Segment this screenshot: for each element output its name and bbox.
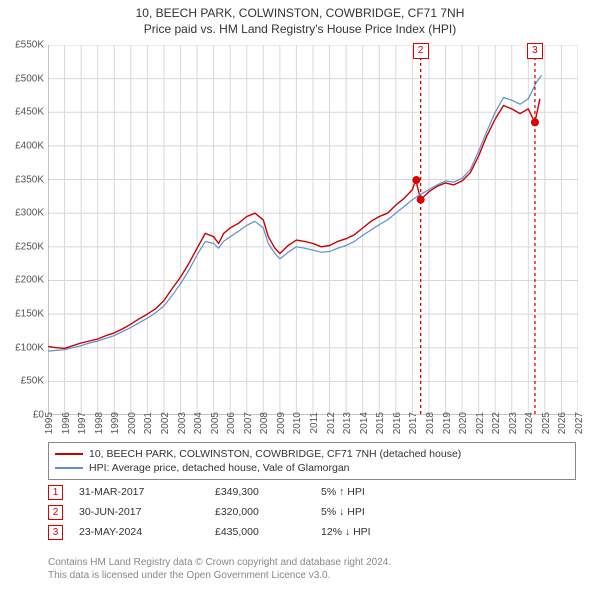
footer-line-1: Contains HM Land Registry data © Crown c… [48,556,391,569]
title-block: 10, BEECH PARK, COLWINSTON, COWBRIDGE, C… [0,0,600,36]
x-axis-tick-label: 1999 [110,412,121,434]
x-axis-tick-label: 2001 [143,412,154,434]
event-row: 3 23-MAY-2024 £435,000 12% ↓ HPI [48,522,576,542]
chart-area: £0£50K£100K£150K£200K£250K£300K£350K£400… [48,45,578,415]
x-axis-tick-label: 2016 [392,412,403,434]
chart-container: 10, BEECH PARK, COLWINSTON, COWBRIDGE, C… [0,0,600,590]
event-number-box: 2 [48,505,63,520]
x-axis-tick-label: 2025 [541,412,552,434]
x-axis-tick-label: 2005 [210,412,221,434]
x-axis-tick-label: 2015 [375,412,386,434]
x-axis-tick-label: 2024 [524,412,535,434]
x-axis-tick-label: 2023 [508,412,519,434]
event-price: £349,300 [215,486,305,498]
x-axis-tick-label: 2003 [177,412,188,434]
event-number-box: 1 [48,485,63,500]
x-axis-tick-label: 2020 [458,412,469,434]
x-axis-tick-label: 2008 [259,412,270,434]
event-date: 30-JUN-2017 [79,506,199,518]
event-date: 23-MAY-2024 [79,526,199,538]
x-axis-tick-label: 2009 [276,412,287,434]
x-axis-tick-label: 2002 [160,412,171,434]
x-axis-tick-label: 2022 [491,412,502,434]
x-axis-tick-label: 2007 [243,412,254,434]
event-row: 2 30-JUN-2017 £320,000 5% ↓ HPI [48,502,576,522]
x-axis-tick-label: 2000 [127,412,138,434]
x-axis-tick-label: 1998 [94,412,105,434]
y-axis-tick-label: £300K [2,208,44,219]
y-axis-tick-label: £550K [2,40,44,51]
event-percent: 5% ↑ HPI [321,486,431,498]
y-axis-tick-label: £350K [2,174,44,185]
title-line-1: 10, BEECH PARK, COLWINSTON, COWBRIDGE, C… [0,6,600,20]
x-axis-tick-label: 1996 [61,412,72,434]
event-price: £435,000 [215,526,305,538]
x-axis-tick-label: 2006 [226,412,237,434]
event-percent: 5% ↓ HPI [321,506,431,518]
event-price: £320,000 [215,506,305,518]
legend: 10, BEECH PARK, COLWINSTON, COWBRIDGE, C… [48,442,576,480]
y-axis-tick-label: £100K [2,342,44,353]
x-axis-tick-label: 2017 [408,412,419,434]
legend-swatch [55,453,83,455]
x-axis-tick-label: 2013 [342,412,353,434]
x-axis-tick-label: 2004 [193,412,204,434]
y-axis-tick-label: £500K [2,73,44,84]
legend-row: HPI: Average price, detached house, Vale… [55,461,569,475]
footer-line-2: This data is licensed under the Open Gov… [48,569,391,582]
y-axis-tick-label: £0 [2,410,44,421]
x-axis-tick-label: 2018 [425,412,436,434]
legend-label: HPI: Average price, detached house, Vale… [89,461,350,475]
chart-svg [48,45,578,415]
title-line-2: Price paid vs. HM Land Registry's House … [0,22,600,36]
x-axis-tick-label: 2026 [557,412,568,434]
legend-row: 10, BEECH PARK, COLWINSTON, COWBRIDGE, C… [55,447,569,461]
event-date: 31-MAR-2017 [79,486,199,498]
footer: Contains HM Land Registry data © Crown c… [48,556,391,582]
y-axis-tick-label: £450K [2,107,44,118]
y-axis-tick-label: £250K [2,241,44,252]
y-axis-tick-label: £50K [2,376,44,387]
legend-label: 10, BEECH PARK, COLWINSTON, COWBRIDGE, C… [89,447,461,461]
y-axis-tick-label: £150K [2,309,44,320]
x-axis-tick-label: 2012 [326,412,337,434]
event-percent: 12% ↓ HPI [321,526,431,538]
legend-swatch [55,467,83,469]
x-axis-tick-label: 2014 [359,412,370,434]
x-axis-tick-label: 1995 [44,412,55,434]
event-row: 1 31-MAR-2017 £349,300 5% ↑ HPI [48,482,576,502]
x-axis-tick-label: 2010 [292,412,303,434]
y-axis-tick-label: £200K [2,275,44,286]
event-marker-box: 2 [413,43,429,59]
x-axis-tick-label: 2011 [309,412,320,434]
event-number-box: 3 [48,525,63,540]
y-axis-tick-label: £400K [2,140,44,151]
x-axis-tick-label: 1997 [77,412,88,434]
x-axis-tick-label: 2021 [475,412,486,434]
x-axis-tick-label: 2027 [574,412,585,434]
events-table: 1 31-MAR-2017 £349,300 5% ↑ HPI 2 30-JUN… [48,482,576,542]
x-axis-tick-label: 2019 [442,412,453,434]
event-marker-box: 3 [527,43,543,59]
